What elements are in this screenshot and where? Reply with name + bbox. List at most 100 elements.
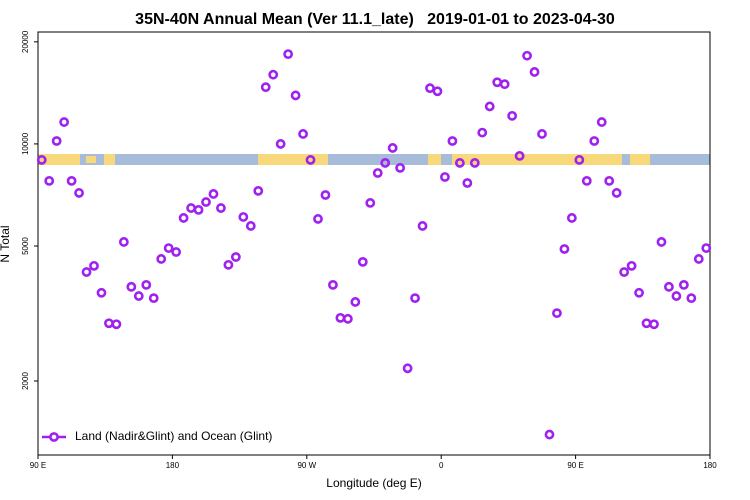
point: [59, 117, 70, 127]
point: [365, 198, 376, 208]
point: [574, 155, 585, 165]
point: [514, 150, 525, 161]
point: [596, 117, 607, 127]
point: [417, 221, 428, 231]
point: [223, 259, 234, 270]
point: [566, 213, 577, 223]
point: [462, 178, 473, 188]
point: [275, 139, 286, 149]
point: [44, 175, 55, 186]
point: [634, 287, 644, 298]
y-tick-label: 5000: [21, 237, 30, 255]
point: [537, 129, 547, 139]
point: [81, 267, 92, 277]
point: [201, 197, 211, 207]
point: [484, 101, 495, 112]
point: [111, 319, 122, 330]
point: [260, 82, 271, 93]
land-strip: [86, 156, 96, 163]
land-strip: [258, 154, 328, 165]
point: [253, 185, 264, 196]
point: [693, 254, 704, 264]
point: [238, 212, 249, 222]
y-axis-label: N Total: [0, 225, 12, 262]
point: [626, 260, 637, 271]
point: [96, 287, 107, 298]
point: [581, 175, 592, 186]
x-tick-label: 180: [703, 461, 717, 470]
y-tick-label: 2000: [21, 372, 30, 390]
point: [36, 155, 47, 165]
point: [156, 254, 167, 264]
x-tick-label: 0: [439, 461, 444, 470]
point: [171, 247, 182, 257]
point: [559, 244, 570, 254]
point: [245, 221, 256, 231]
point: [163, 243, 174, 253]
point: [141, 279, 152, 290]
point: [589, 136, 600, 146]
point: [432, 86, 443, 97]
point: [118, 237, 129, 247]
point: [350, 297, 361, 307]
x-tick-label: 180: [166, 461, 180, 470]
point: [425, 83, 435, 94]
point: [454, 158, 465, 168]
point: [686, 293, 697, 304]
point: [133, 291, 144, 301]
point: [148, 293, 159, 304]
point: [283, 49, 294, 60]
point: [619, 267, 630, 277]
point: [193, 204, 204, 215]
point: [522, 50, 532, 61]
point: [395, 162, 406, 173]
point: [656, 237, 667, 247]
point: [544, 429, 555, 440]
plot-frame: [37, 31, 711, 456]
point: [671, 291, 682, 301]
point: [611, 188, 622, 198]
point: [268, 69, 279, 80]
point: [320, 190, 331, 200]
point: [357, 256, 368, 267]
chart-title: 35N-40N Annual Mean (Ver 11.1_late) 2019…: [135, 11, 615, 28]
land-strip: [630, 154, 650, 165]
x-tick-label: 90 E: [30, 461, 46, 470]
point: [552, 308, 562, 319]
point: [507, 110, 518, 121]
point: [305, 155, 316, 165]
point: [701, 243, 712, 253]
point: [74, 188, 84, 198]
point: [440, 172, 450, 182]
point: [89, 260, 99, 271]
legend-label: Land (Nadir&Glint) and Ocean (Glint): [75, 429, 272, 443]
point: [216, 203, 226, 213]
land-strip: [104, 154, 115, 165]
point: [469, 158, 480, 168]
x-axis-label: Longitude (deg E): [326, 476, 421, 490]
point: [126, 281, 137, 292]
point: [230, 252, 241, 262]
point: [387, 143, 398, 153]
legend-marker: [49, 432, 59, 442]
map-strip: [38, 154, 710, 165]
point: [410, 293, 420, 304]
point: [380, 158, 391, 168]
point: [477, 127, 488, 138]
point: [664, 281, 674, 292]
point: [51, 136, 62, 146]
point: [447, 136, 458, 146]
point: [402, 363, 413, 374]
point: [208, 189, 219, 199]
point: [313, 214, 323, 224]
point: [649, 319, 659, 330]
point: [342, 313, 353, 324]
x-tick-label: 90 W: [297, 461, 316, 470]
land-strip: [428, 154, 441, 165]
point: [529, 67, 540, 77]
x-tick-label: 90 E: [567, 461, 583, 470]
point: [298, 129, 308, 139]
point: [66, 175, 77, 186]
